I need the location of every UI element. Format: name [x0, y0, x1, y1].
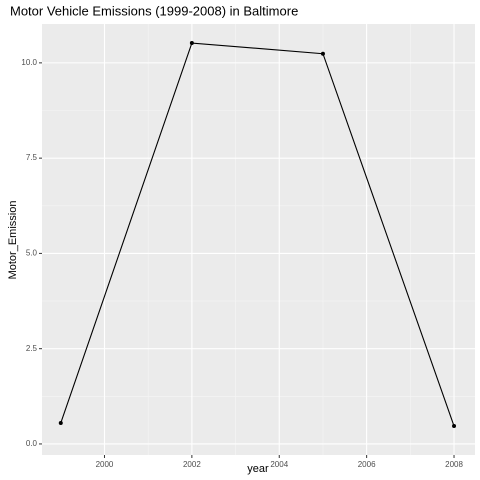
y-tick-label: 2.5 — [26, 344, 38, 353]
series-line — [60, 42, 455, 427]
y-tick-label: 7.5 — [26, 153, 38, 162]
y-axis-label: Motor_Emission — [7, 201, 19, 280]
data-point — [189, 41, 194, 46]
x-tick-label: 2004 — [270, 460, 288, 469]
x-tick-label: 2006 — [358, 460, 376, 469]
x-tick-label: 2008 — [445, 460, 463, 469]
data-point — [58, 420, 63, 425]
x-axis-label: year — [247, 463, 269, 475]
x-tick-label: 2000 — [96, 460, 114, 469]
panel — [42, 24, 475, 455]
y-tick-label: 10.0 — [21, 58, 37, 67]
y-tick-label: 5.0 — [26, 249, 38, 258]
chart-title: Motor Vehicle Emissions (1999-2008) in B… — [10, 3, 298, 18]
data-point — [320, 51, 325, 56]
y-tick-label: 0.0 — [26, 439, 38, 448]
data-point — [452, 424, 457, 429]
x-tick-label: 2002 — [183, 460, 201, 469]
